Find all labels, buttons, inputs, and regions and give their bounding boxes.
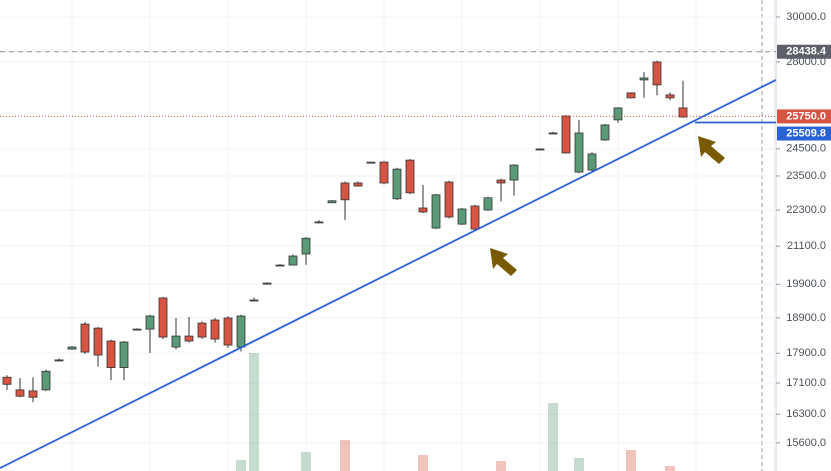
volume-bar xyxy=(574,458,584,471)
candle-body xyxy=(158,297,168,338)
price-tag-label: 25750.0 xyxy=(786,110,826,122)
candle-body xyxy=(470,205,480,230)
candle-body xyxy=(106,340,116,368)
candle-body xyxy=(574,132,584,173)
candle-body xyxy=(405,159,415,194)
candle-body xyxy=(210,319,220,340)
candle-body xyxy=(275,264,285,267)
candle-body xyxy=(288,255,298,266)
candle-body xyxy=(535,148,545,151)
candle-body xyxy=(171,335,181,348)
candle-body xyxy=(444,181,454,218)
volume-bar xyxy=(548,403,558,471)
y-tick-label: 15600.0 xyxy=(786,437,826,449)
y-tick-label: 28000.0 xyxy=(786,56,826,68)
candle-body xyxy=(665,94,675,99)
price-tag xyxy=(777,44,831,59)
y-tick-label: 18900.0 xyxy=(786,312,826,324)
candle-body xyxy=(184,335,194,342)
candle-body xyxy=(80,323,90,353)
volume-bar xyxy=(236,460,246,471)
candle-body xyxy=(561,115,571,154)
volume-bar xyxy=(301,452,311,471)
candle-body xyxy=(509,164,519,181)
volume-bar xyxy=(418,455,428,471)
y-tick-label: 21100.0 xyxy=(787,240,826,252)
candle-body xyxy=(145,315,155,330)
candle-body xyxy=(626,92,636,99)
candle-body xyxy=(418,207,428,213)
candle-body xyxy=(327,200,337,204)
arrow xyxy=(490,248,517,276)
volume-bar xyxy=(496,461,506,471)
candle-body xyxy=(496,179,506,184)
candle-body xyxy=(431,194,441,229)
candle-body xyxy=(93,327,103,356)
price-tag xyxy=(777,109,831,124)
candle-body xyxy=(119,341,129,368)
candle-body xyxy=(483,197,493,211)
candle-body xyxy=(678,107,688,118)
candle-body xyxy=(613,107,623,121)
candle-body xyxy=(301,237,311,255)
candle-body xyxy=(132,328,142,331)
candle-body xyxy=(587,153,597,171)
volume-bar xyxy=(626,450,636,471)
candle-body xyxy=(379,161,389,184)
candle-body xyxy=(197,322,207,338)
candle-body xyxy=(639,77,649,81)
candle-body xyxy=(41,370,51,391)
y-tick-label: 16300.0 xyxy=(786,408,826,420)
candle-body xyxy=(2,376,12,385)
candle-body xyxy=(249,299,259,302)
volume-bar xyxy=(665,466,675,471)
candle-body xyxy=(262,282,272,285)
candle-body xyxy=(366,161,376,164)
arrow xyxy=(698,136,725,164)
y-tick-label: 17900.0 xyxy=(786,347,826,359)
y-tick-label: 19900.0 xyxy=(786,278,826,290)
candle-body xyxy=(340,182,350,201)
candle-body xyxy=(67,346,77,350)
candle-body xyxy=(600,124,610,141)
candle-body xyxy=(314,221,324,224)
y-tick-label: 30000.0 xyxy=(786,11,826,23)
y-tick-label: 17100.0 xyxy=(786,377,826,389)
candle-body xyxy=(652,61,662,86)
trendline xyxy=(0,79,777,469)
candle-body xyxy=(236,315,246,348)
candle-body xyxy=(548,132,558,135)
y-tick-label: 24500.0 xyxy=(786,143,826,155)
candle-body xyxy=(353,182,363,187)
volume-bar xyxy=(249,353,259,471)
price-tag-label: 28438.4 xyxy=(786,46,827,58)
candle-body xyxy=(223,317,233,346)
volume-bar xyxy=(340,440,350,471)
candle-body xyxy=(392,168,402,200)
y-tick-label: 23500.0 xyxy=(786,170,826,182)
price-tag xyxy=(777,126,831,141)
candle-body xyxy=(15,389,25,397)
candle-body xyxy=(457,208,467,225)
y-tick-label: 22300.0 xyxy=(786,204,826,216)
candle-body xyxy=(54,359,64,362)
arrows xyxy=(490,136,725,276)
candle-body xyxy=(28,390,38,398)
price-tag-label: 25509.8 xyxy=(786,127,826,139)
